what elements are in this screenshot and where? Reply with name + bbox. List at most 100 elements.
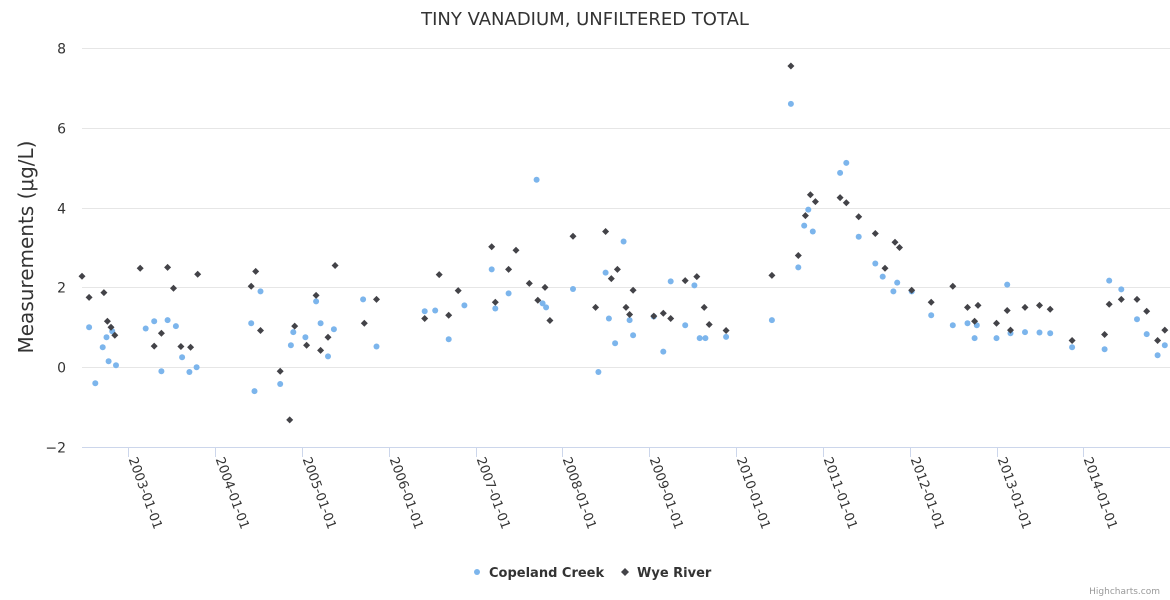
data-point-circle <box>1134 316 1140 323</box>
y-tick-label: −2 <box>45 441 66 457</box>
data-point-circle <box>1106 277 1113 284</box>
data-point-diamond <box>324 333 332 341</box>
data-point-diamond <box>534 296 542 304</box>
data-point-circle <box>317 320 324 327</box>
data-point-diamond <box>1117 295 1125 303</box>
data-point-diamond <box>317 346 325 354</box>
data-point-diamond <box>491 298 499 306</box>
data-point-diamond <box>170 284 177 292</box>
data-point-diamond <box>150 342 158 350</box>
data-point-diamond <box>722 327 730 334</box>
legend-label: Wye River <box>637 566 712 581</box>
data-point-diamond <box>842 199 850 207</box>
data-point-circle <box>843 159 850 166</box>
data-point-diamond <box>1036 301 1043 309</box>
data-point-circle <box>691 282 698 289</box>
data-point-diamond <box>971 317 979 325</box>
data-point-circle <box>151 318 158 325</box>
data-point-diamond <box>659 309 667 317</box>
data-point-circle <box>602 269 609 276</box>
data-point-diamond <box>993 319 1000 327</box>
data-point-circle <box>879 273 886 280</box>
data-point-circle <box>505 290 512 297</box>
data-point-circle <box>1143 331 1150 338</box>
data-point-circle <box>620 238 627 245</box>
data-point-diamond <box>1143 307 1151 315</box>
data-point-circle <box>1101 346 1108 353</box>
data-point-diamond <box>650 312 658 320</box>
data-point-diamond <box>622 303 630 311</box>
y-tick-label: 2 <box>57 281 66 297</box>
data-point-diamond <box>908 286 916 294</box>
data-point-diamond <box>681 277 689 285</box>
data-point-circle <box>330 326 337 333</box>
data-point-circle <box>626 317 633 324</box>
data-point-diamond <box>806 191 814 199</box>
data-point-diamond <box>111 331 119 339</box>
data-point-diamond <box>891 238 899 246</box>
data-point-circle <box>605 315 612 322</box>
data-point-diamond <box>525 279 533 287</box>
data-point-diamond <box>569 232 577 240</box>
data-point-circle <box>1154 352 1161 359</box>
data-point-diamond <box>177 343 185 350</box>
plot-area <box>78 62 1169 424</box>
data-point-diamond <box>787 62 795 70</box>
credits-link[interactable]: Highcharts.com <box>1089 587 1160 597</box>
data-point-diamond <box>974 301 982 309</box>
data-point-circle <box>787 100 794 107</box>
data-point-diamond <box>949 282 957 290</box>
data-point-diamond <box>896 244 903 251</box>
data-point-diamond <box>1154 337 1162 344</box>
data-point-circle <box>795 264 802 271</box>
data-point-circle <box>837 169 844 176</box>
legend-item-wye-river[interactable]: Wye River <box>621 566 712 581</box>
data-point-circle <box>432 307 439 314</box>
data-point-circle <box>421 308 428 315</box>
data-point-diamond <box>512 246 520 254</box>
y-tick-label: 0 <box>57 361 66 377</box>
series-wye-river <box>78 62 1169 424</box>
data-point-circle <box>928 312 935 319</box>
data-point-diamond <box>801 212 809 220</box>
data-point-circle <box>193 364 200 371</box>
data-point-diamond <box>855 213 863 221</box>
data-point-diamond <box>693 273 701 281</box>
data-point-diamond <box>103 317 111 325</box>
data-point-diamond <box>546 317 554 324</box>
data-point-circle <box>1118 286 1125 293</box>
data-point-diamond <box>881 264 889 272</box>
data-point-circle <box>964 320 971 327</box>
data-point-circle <box>113 362 119 369</box>
data-point-diamond <box>85 293 93 301</box>
data-point-diamond <box>291 322 299 330</box>
data-point-diamond <box>252 267 260 275</box>
legend-label: Copeland Creek <box>489 566 604 581</box>
data-point-circle <box>103 334 110 341</box>
data-point-circle <box>105 358 112 365</box>
data-point-circle <box>461 302 468 309</box>
data-point-circle <box>539 300 546 307</box>
data-point-circle <box>488 266 495 273</box>
data-point-diamond <box>1068 337 1076 344</box>
data-point-circle <box>290 329 297 336</box>
y-tick-label: 4 <box>57 202 66 218</box>
data-point-circle <box>667 278 674 285</box>
legend-item-copeland-creek[interactable]: Copeland Creek <box>474 566 604 581</box>
y-tick-label: 6 <box>57 122 66 138</box>
data-point-circle <box>86 324 93 331</box>
data-point-diamond <box>164 263 172 271</box>
legend[interactable]: Copeland Creek Wye River <box>474 566 712 581</box>
data-point-diamond <box>1133 295 1141 303</box>
data-point-circle <box>142 325 149 332</box>
data-point-diamond <box>1046 305 1054 313</box>
data-point-circle <box>894 279 901 286</box>
data-point-diamond <box>1007 326 1014 334</box>
data-point-diamond <box>629 286 637 294</box>
data-point-diamond <box>505 265 513 273</box>
y-tick-label: 8 <box>57 42 66 58</box>
series-copeland-creek <box>86 100 1168 395</box>
y-axis-label: Measurements (μg/L) <box>14 141 38 354</box>
data-point-circle <box>302 334 309 341</box>
